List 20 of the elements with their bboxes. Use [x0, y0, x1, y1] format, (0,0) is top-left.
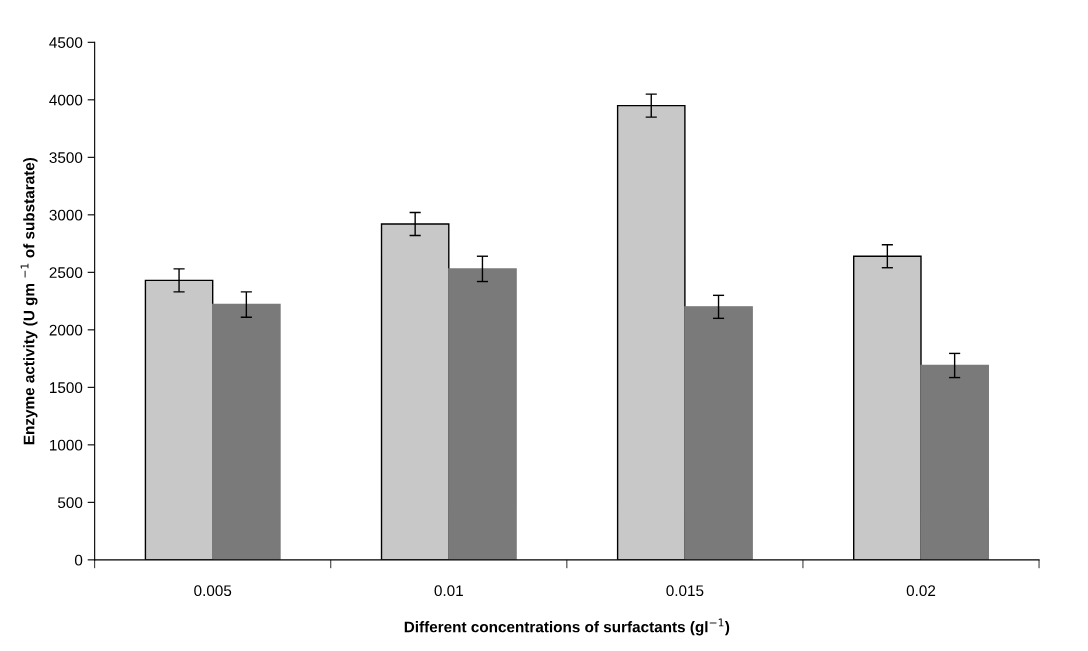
y-tick-label: 2500	[49, 267, 83, 279]
y-tick-label: 0	[74, 554, 83, 566]
y-tick-label: 3500	[49, 152, 83, 164]
bar	[212, 303, 281, 560]
x-tick-label: 0.005	[194, 585, 232, 597]
bar	[684, 306, 753, 560]
y-tick-label: 4500	[49, 37, 83, 48]
bar	[448, 268, 517, 560]
y-axis-title: Enzyme activity (U gm $^{−1}$ of substarate)	[20, 157, 38, 445]
x-tick-label: 0.02	[906, 585, 936, 597]
y-tick-label: 1000	[50, 439, 83, 451]
y-tick-label: 3000	[49, 209, 83, 221]
x-axis-title: Different concentrations of surfactants (gl$^{−1}$)	[404, 618, 730, 636]
bar	[920, 364, 989, 560]
y-tick-label: 4000	[49, 94, 83, 106]
y-tick-label: 1500	[50, 382, 83, 394]
y-tick-label: 500	[57, 497, 83, 509]
x-tick-label: 0.01	[434, 585, 463, 597]
y-tick-label: 2000	[49, 324, 83, 336]
x-tick-label: 0.015	[666, 585, 704, 597]
